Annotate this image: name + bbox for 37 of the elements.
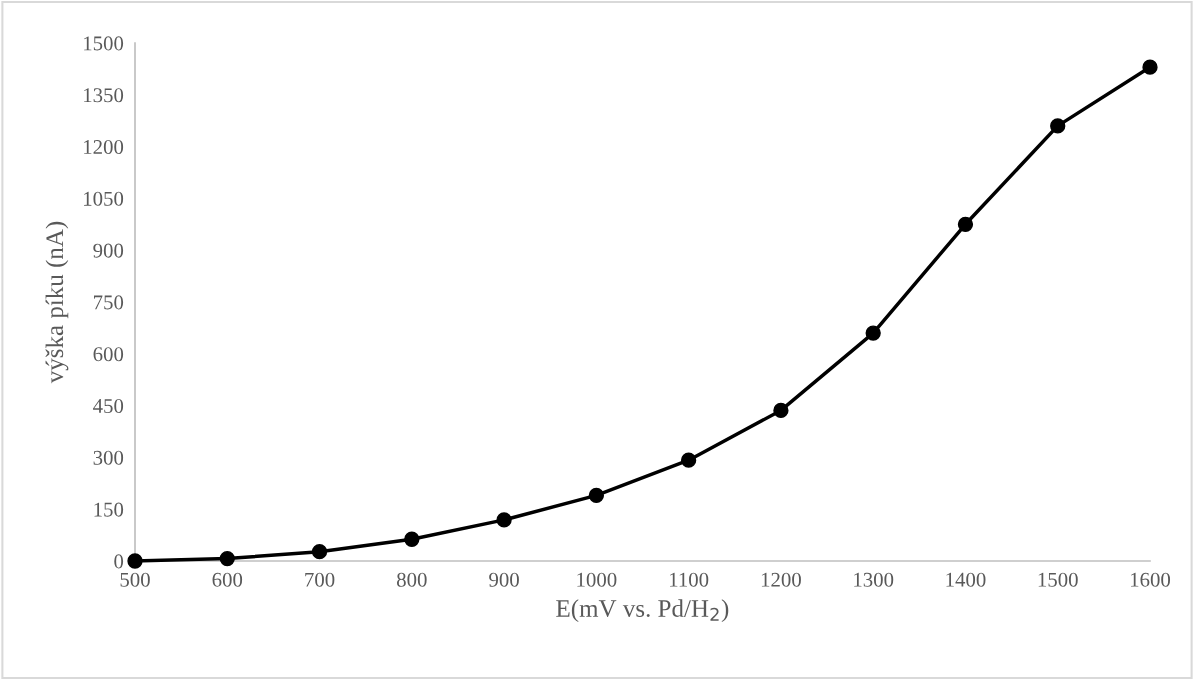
point bbox=[404, 531, 420, 547]
x-tick-label: 1500 bbox=[1038, 572, 1078, 587]
point bbox=[957, 216, 974, 232]
x-tick-label: 900 bbox=[489, 572, 519, 587]
y-tick-label: 450 bbox=[93, 398, 124, 414]
point bbox=[219, 550, 235, 567]
point bbox=[773, 402, 789, 419]
point bbox=[496, 512, 512, 528]
point bbox=[127, 553, 143, 569]
y-tick-label: 1050 bbox=[84, 191, 124, 206]
point bbox=[865, 325, 881, 341]
point bbox=[1050, 118, 1066, 134]
point bbox=[588, 487, 605, 504]
x-tick-label: 800 bbox=[396, 572, 427, 587]
x-tick-label: 500 bbox=[120, 572, 150, 587]
y-tick-label: 0 bbox=[114, 554, 124, 569]
x-tick-label: 1300 bbox=[854, 572, 894, 587]
x-tick-label: 1600 bbox=[1131, 572, 1171, 587]
y-tick-label: 300 bbox=[93, 450, 124, 465]
y-tick-label: 750 bbox=[94, 295, 124, 310]
y-tick-label: 600 bbox=[93, 347, 124, 362]
point bbox=[1142, 59, 1158, 75]
x-tick-label: 1200 bbox=[761, 572, 801, 587]
y-tick-label: 1500 bbox=[84, 36, 124, 51]
y-axis-title: výška píku (nA) bbox=[45, 221, 69, 384]
x-tick-label: 1000 bbox=[577, 572, 617, 587]
y-tick-label: 150 bbox=[94, 502, 124, 517]
x-tick-label: 600 bbox=[212, 572, 243, 587]
x-tick-label: 1100 bbox=[670, 572, 709, 587]
point bbox=[311, 544, 328, 560]
x-tick-label: 700 bbox=[305, 572, 335, 587]
x-tick-label: 1400 bbox=[946, 572, 986, 587]
point bbox=[680, 452, 697, 468]
y-tick-label: 1200 bbox=[84, 139, 124, 155]
y-tick-label: 900 bbox=[93, 243, 124, 258]
y-tick-label: 1350 bbox=[84, 88, 124, 103]
x-axis-title: E(mV vs. Pd/H$_{2}$) bbox=[556, 599, 729, 623]
